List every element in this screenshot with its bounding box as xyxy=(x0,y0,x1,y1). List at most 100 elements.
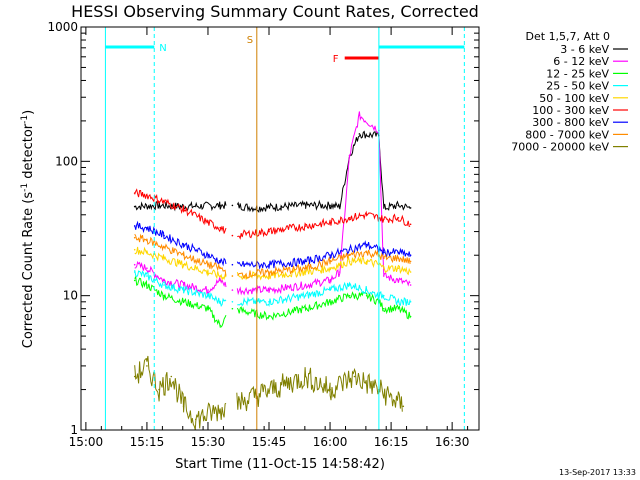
legend-title: Det 1,5,7, Att 0 xyxy=(526,30,610,43)
chart-title: HESSI Observing Summary Count Rates, Cor… xyxy=(71,2,479,21)
series-7-point-1 xyxy=(133,225,136,227)
series-3-point-11 xyxy=(348,294,351,297)
series-1-point-1 xyxy=(133,205,136,208)
timestamp: 13-Sep-2017 13:33 xyxy=(559,468,636,477)
x-tick-label-2: 15:15 xyxy=(130,435,165,449)
series-6-point-11 xyxy=(348,217,351,219)
x-tick-label-5: 16:00 xyxy=(313,435,348,449)
series-3-point-5 xyxy=(207,307,209,310)
series-9 xyxy=(133,355,405,431)
series-9-point-2 xyxy=(146,365,148,367)
series-line-1 xyxy=(134,130,411,213)
series-2-point-3 xyxy=(163,279,165,282)
series-6-point-10 xyxy=(329,221,331,224)
series-2-point-2 xyxy=(146,267,148,270)
annotation-4 xyxy=(378,27,465,430)
series-5-point-3 xyxy=(163,257,165,260)
x-tick-label-7: 16:30 xyxy=(435,435,470,449)
series-1-point-4 xyxy=(219,204,221,207)
series-4-point-14 xyxy=(383,294,385,297)
series-8-point-7 xyxy=(231,275,234,277)
series-4-point-10 xyxy=(329,289,331,291)
series-8-point-12 xyxy=(365,251,368,254)
series-4-point-12 xyxy=(365,289,368,291)
series-2-point-12 xyxy=(348,155,351,157)
series-8-point-10 xyxy=(329,260,331,263)
x-tick-label-6: 16:15 xyxy=(374,435,409,449)
series-2-point-11 xyxy=(339,271,341,273)
series-5 xyxy=(133,246,412,281)
legend-label-5: 50 - 100 keV xyxy=(539,92,609,105)
series-6-point-7 xyxy=(231,234,234,237)
series-7-point-4 xyxy=(182,243,185,246)
legend-label-9: 7000 - 20000 keV xyxy=(511,141,609,154)
y-tick-label-4: 1000 xyxy=(47,20,78,34)
series-1-point-14 xyxy=(383,207,385,209)
y-tick-label-3: 100 xyxy=(55,154,78,168)
series-2-point-7 xyxy=(231,289,234,291)
series-4-point-5 xyxy=(207,294,209,297)
series-3-point-1 xyxy=(133,279,136,282)
series-6-point-12 xyxy=(365,214,368,216)
series-1-point-2 xyxy=(158,204,160,207)
series-4-point-11 xyxy=(348,284,351,286)
y-axis-label-mid: detector xyxy=(21,123,36,183)
series-line-5 xyxy=(134,246,411,281)
series-7-point-11 xyxy=(348,248,351,251)
series-2-point-1 xyxy=(133,263,136,266)
y-axis-label-end: ) xyxy=(21,110,36,115)
x-tick-label-3: 15:30 xyxy=(191,435,226,449)
series-4 xyxy=(133,269,412,308)
annotation-label-3: F xyxy=(333,54,339,65)
series-line-4 xyxy=(134,269,411,308)
series-2-point-16 xyxy=(397,279,400,282)
series-3-point-16 xyxy=(409,315,412,318)
series-9-point-1 xyxy=(133,375,136,378)
plot-frame xyxy=(80,26,480,431)
series-5-point-12 xyxy=(365,260,368,263)
series-1-point-9 xyxy=(329,204,331,207)
series-7-point-6 xyxy=(219,260,221,263)
series-9-point-6 xyxy=(195,418,197,421)
series-line-7 xyxy=(134,220,411,270)
series-9-point-8 xyxy=(329,388,331,391)
series-4-point-2 xyxy=(146,275,148,277)
series-6-point-6 xyxy=(219,227,221,229)
series-7-point-7 xyxy=(231,263,234,266)
series-4-point-9 xyxy=(304,294,307,297)
y-axis-label-main: Corrected Count Rate (s xyxy=(21,192,36,349)
series-1-point-7 xyxy=(280,205,283,208)
series-1-point-5 xyxy=(231,204,234,207)
series-5-point-1 xyxy=(133,248,136,251)
series-line-3 xyxy=(134,275,411,328)
series-5-point-4 xyxy=(182,263,185,266)
series-2-point-15 xyxy=(383,275,385,277)
y-axis: 1 10 100 1000 xyxy=(47,20,479,437)
series-line-8 xyxy=(134,233,411,280)
series-8-point-2 xyxy=(146,239,148,241)
series-7-point-3 xyxy=(163,234,165,237)
legend-label-8: 800 - 7000 keV xyxy=(525,128,609,141)
series-2 xyxy=(133,111,412,296)
series-7-point-14 xyxy=(383,251,385,254)
annotation-1: N xyxy=(104,27,167,430)
series-9-point-9 xyxy=(353,375,356,378)
series-8-point-15 xyxy=(397,257,400,260)
series-5-point-5 xyxy=(207,271,209,273)
series-4-point-4 xyxy=(182,289,185,291)
series-2-point-9 xyxy=(304,284,307,286)
series-3-point-6 xyxy=(219,324,221,327)
series-7-point-5 xyxy=(207,254,209,256)
y-axis-label-sup2: -1 xyxy=(20,115,30,124)
legend-label-3: 12 - 25 keV xyxy=(546,67,609,80)
series-3-point-2 xyxy=(146,284,148,286)
annotation-2: S xyxy=(247,27,258,430)
series-6 xyxy=(133,188,412,240)
series-1-point-16 xyxy=(409,207,412,209)
series-7-point-2 xyxy=(146,227,148,229)
series-4-point-8 xyxy=(268,301,270,303)
series-6-point-14 xyxy=(383,218,385,221)
series-4-point-15 xyxy=(397,301,400,303)
series-5-point-14 xyxy=(383,267,385,270)
series-7-point-10 xyxy=(329,254,331,256)
